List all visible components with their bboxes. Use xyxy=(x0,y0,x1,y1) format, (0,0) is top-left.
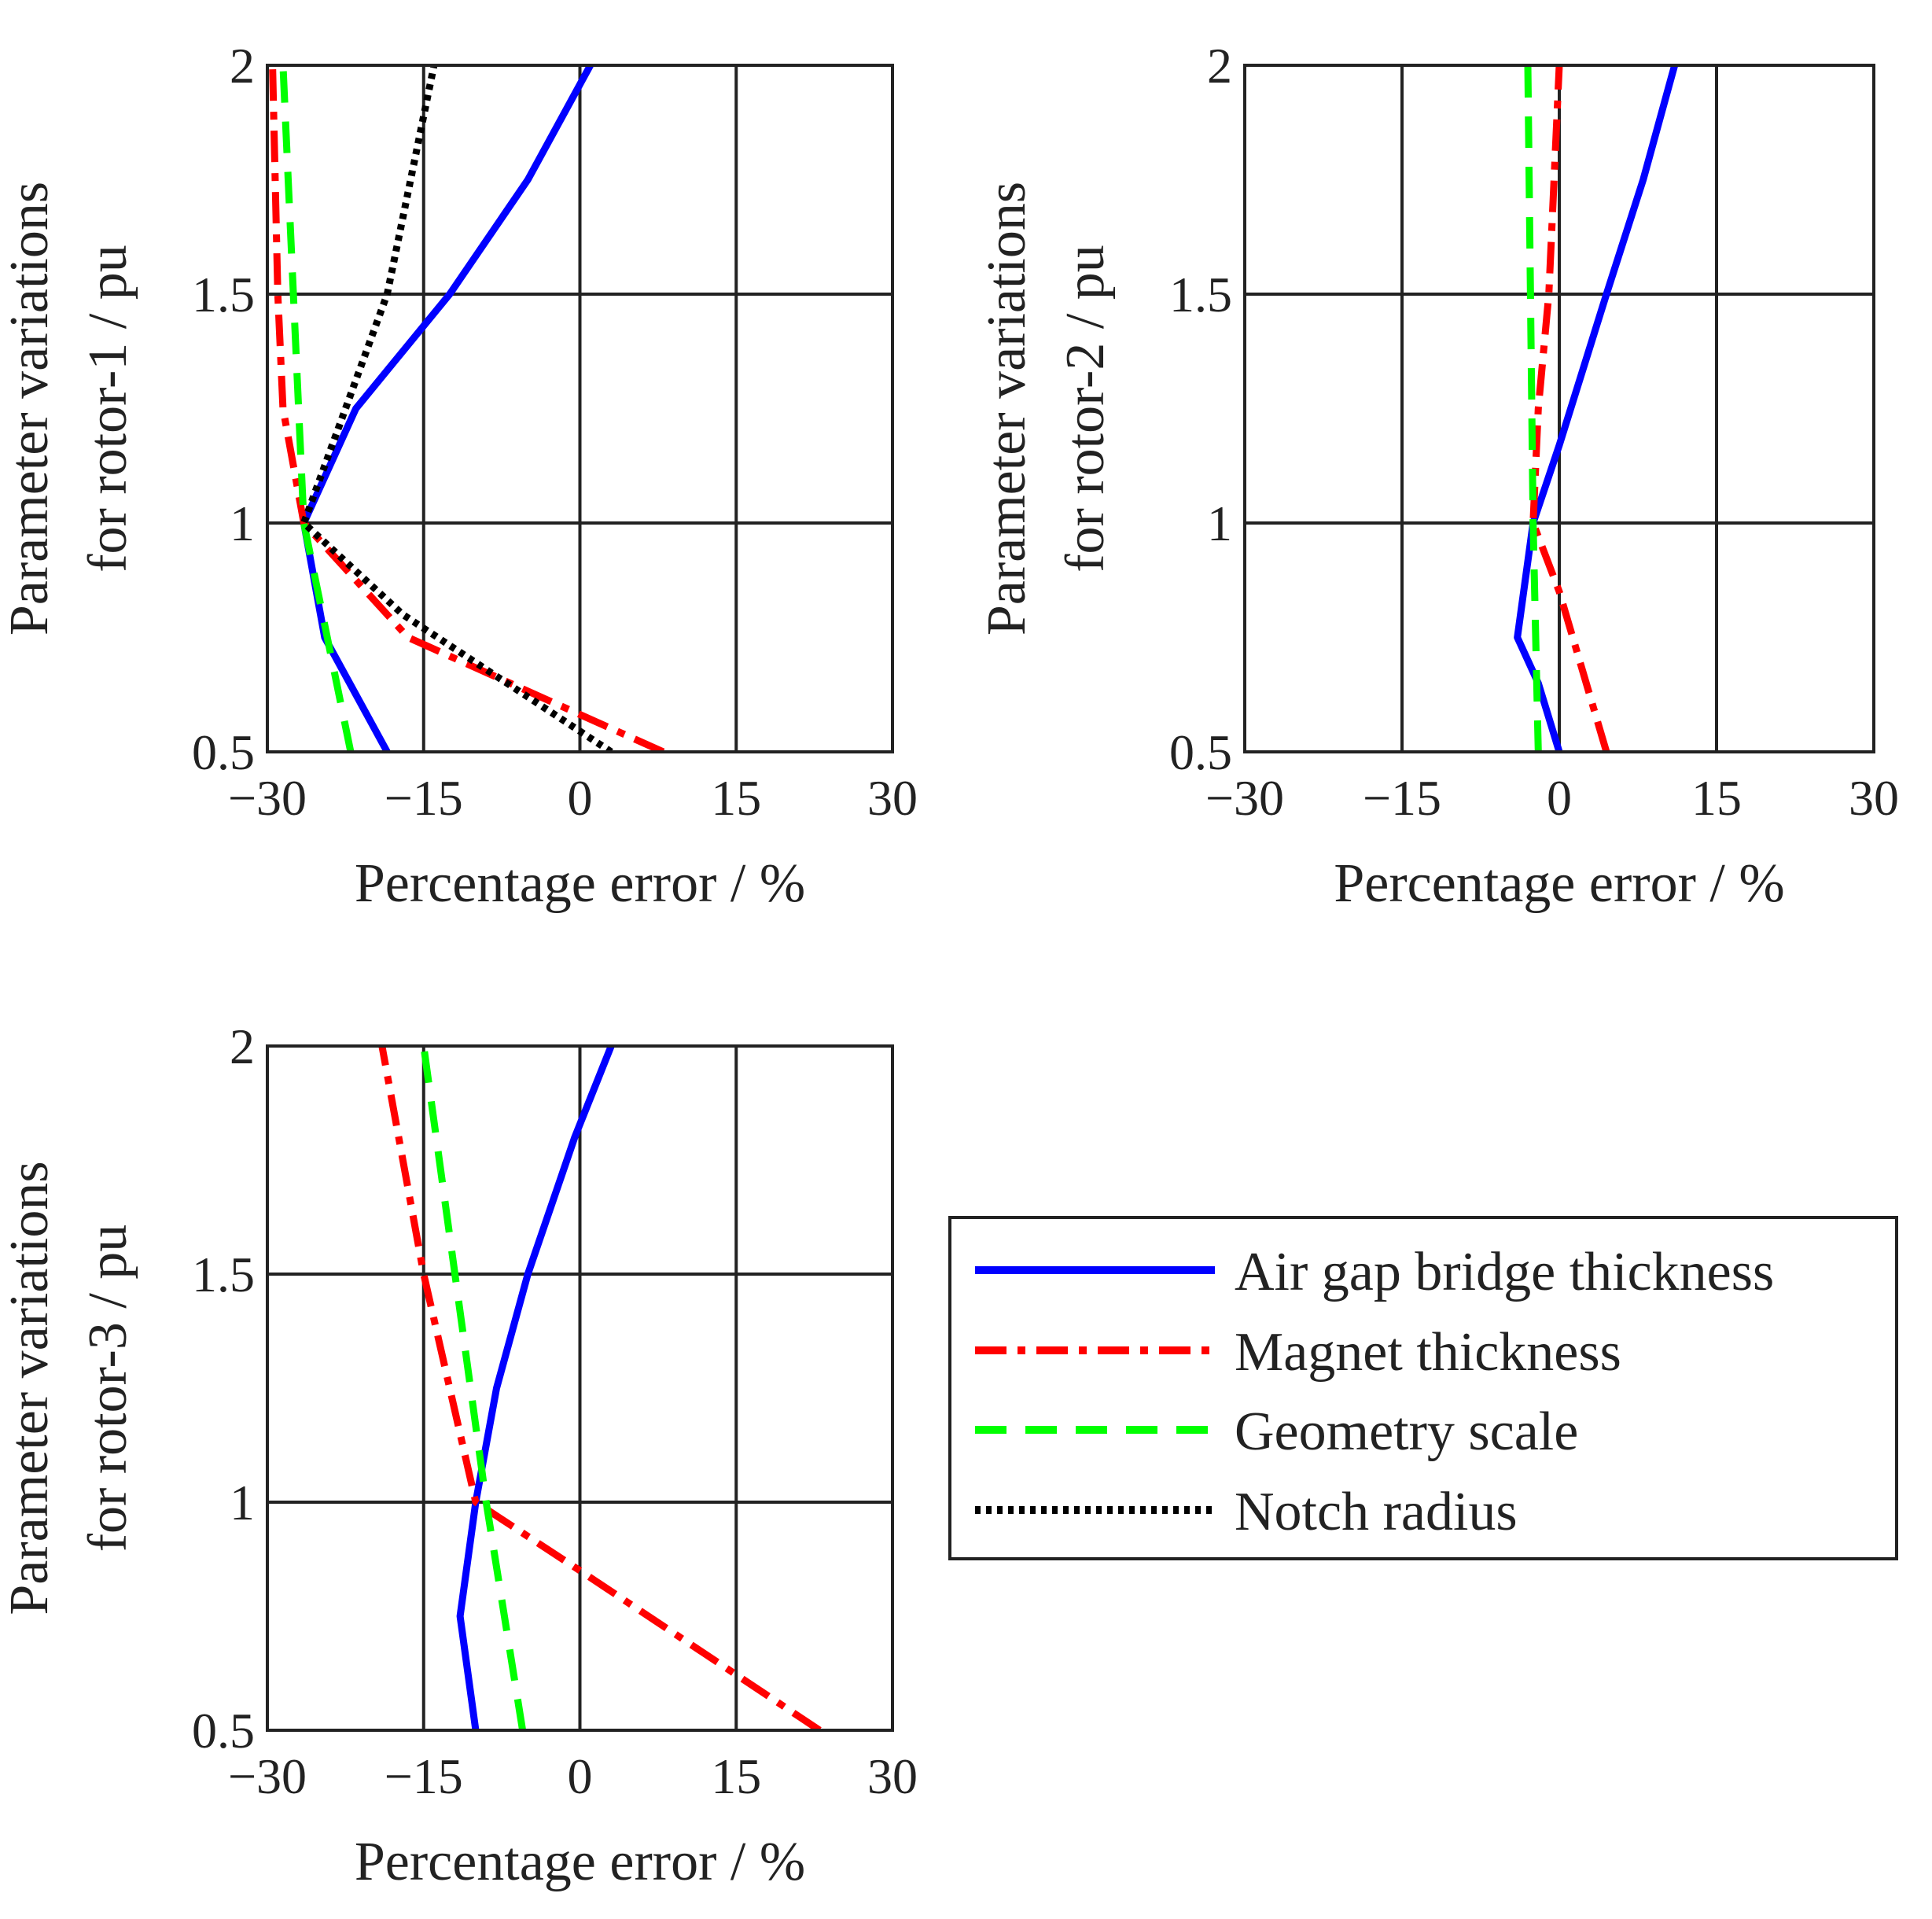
y-tick-label: 1 xyxy=(230,1475,255,1530)
y-tick-label: 2 xyxy=(230,38,255,94)
x-tick-label: 0 xyxy=(568,770,593,826)
x-tick-label: −15 xyxy=(1363,770,1441,826)
series-line-air-gap-bridge-thickness xyxy=(456,1046,615,1730)
series-line-notch-radius xyxy=(300,65,613,752)
x-tick-label: 30 xyxy=(867,770,918,826)
y-tick-label: 0.5 xyxy=(192,724,255,780)
chart-panel-2: −30 −15 0 15 30 0.5 1 1.5 2 Percentage error / % P… xyxy=(977,38,1899,914)
series-group xyxy=(378,1046,822,1730)
x-tick-label: 30 xyxy=(1849,770,1899,826)
series-line-geometry-scale xyxy=(1524,65,1542,752)
y-tick-label: 1 xyxy=(230,495,255,551)
x-axis-label: Percentage error / % xyxy=(355,1832,805,1892)
y-tick-label: 1.5 xyxy=(1169,267,1232,322)
legend-label-geometry: Geometry scale xyxy=(1235,1401,1578,1462)
y-axis-label-line-2: for rotor-3 / pu xyxy=(78,1225,138,1553)
series-group xyxy=(1514,65,1679,752)
x-tick-label: 15 xyxy=(711,1748,761,1804)
plot-frame xyxy=(266,64,894,753)
y-tick-label: 1.5 xyxy=(192,267,255,322)
plot-frame xyxy=(266,1044,894,1732)
y-tick-label: 0.5 xyxy=(192,1703,255,1759)
y-axis-label-line-1: Parameter variations xyxy=(0,1161,60,1615)
legend-box xyxy=(948,1216,1898,1560)
series-group xyxy=(269,65,665,752)
x-tick-label: −30 xyxy=(228,770,307,826)
x-axis-label: Percentage error / % xyxy=(355,853,805,914)
series-line-geometry-scale xyxy=(279,65,355,752)
series-line-geometry-scale xyxy=(420,1046,527,1730)
x-axis-label: Percentage error / % xyxy=(1334,853,1784,914)
plot-frame xyxy=(1243,64,1875,753)
legend: Air gap bridge thickness Magnet thicknes… xyxy=(948,1216,1898,1560)
x-tick-label: −15 xyxy=(385,770,463,826)
y-tick-label: 1.5 xyxy=(192,1247,255,1302)
y-tick-label: 2 xyxy=(1207,38,1232,94)
x-tick-label: 15 xyxy=(711,770,761,826)
x-tick-label: 15 xyxy=(1691,770,1742,826)
chart-panel-1: −30 −15 0 15 30 0.5 1 1.5 2 Percentage error / % P… xyxy=(0,38,918,914)
series-line-magnet-thickness xyxy=(269,65,665,752)
x-tick-label: −15 xyxy=(385,1748,463,1804)
y-axis-label-line-1: Parameter variations xyxy=(0,182,60,635)
chart-panel-3: −30 −15 0 15 30 0.5 1 1.5 2 Percentage error / % P… xyxy=(0,1018,918,1892)
y-tick-label: 0.5 xyxy=(1169,724,1232,780)
y-tick-label: 2 xyxy=(230,1018,255,1074)
y-axis-label-line-2: for rotor-2 / pu xyxy=(1055,245,1116,573)
series-line-magnet-thickness xyxy=(1529,65,1610,752)
y-axis-label-line-1: Parameter variations xyxy=(977,182,1037,635)
legend-label-notch: Notch radius xyxy=(1235,1482,1518,1542)
y-axis-label-line-2: for rotor-1 / pu xyxy=(78,245,138,573)
x-tick-label: 30 xyxy=(867,1748,918,1804)
x-tick-label: 0 xyxy=(568,1748,593,1804)
series-line-magnet-thickness xyxy=(378,1046,822,1730)
x-tick-label: −30 xyxy=(1205,770,1284,826)
legend-label-magnet: Magnet thickness xyxy=(1235,1322,1621,1383)
legend-label-air-gap: Air gap bridge thickness xyxy=(1235,1242,1774,1302)
y-tick-label: 1 xyxy=(1207,495,1232,551)
x-tick-label: −30 xyxy=(228,1748,307,1804)
x-tick-label: 0 xyxy=(1547,770,1572,826)
